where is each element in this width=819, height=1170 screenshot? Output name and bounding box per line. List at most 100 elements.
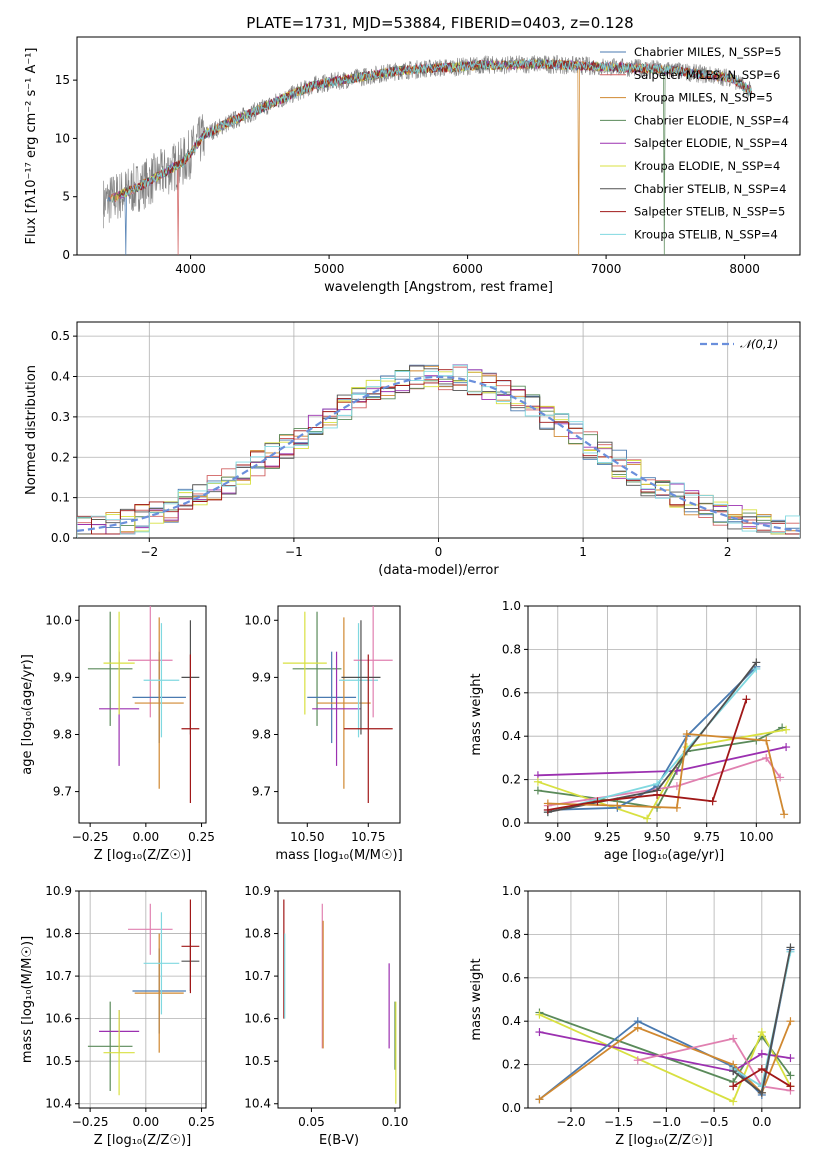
legend-label: Chabrier ELODIE, N_SSP=4 <box>634 113 789 127</box>
series-line <box>637 1037 791 1092</box>
series-line <box>547 733 785 815</box>
x-tick-label: 0.00 <box>132 830 159 844</box>
series-marker <box>729 1082 738 1091</box>
y-tick-label: 10 <box>55 131 70 145</box>
series-marker <box>729 1067 738 1076</box>
plot-area <box>87 606 200 804</box>
chart-age_vs_Z: −0.25 0.00 0.25 9.7 9.8 9.9 10.0 Z [log₁₀(Z/Z☉)… <box>20 605 215 863</box>
y-tick-label: 1.0 <box>502 884 521 898</box>
x-tick-label: 0 <box>435 545 443 559</box>
x-axis-label: Z [log₁₀(Z/Z☉)] <box>94 848 191 863</box>
chart-mass_weight_vs_age: 9.00 9.25 9.50 9.75 10.00 0.0 0.2 0.4 0.6 0.8 1.0 a… <box>469 599 801 863</box>
chart-age_vs_mass: 10.50 10.75 9.7 9.8 9.9 10.0 mass [log₁₀(M/M☉)… <box>244 605 403 863</box>
series-marker <box>786 1054 795 1063</box>
errorbar-point <box>181 899 200 994</box>
y-tick-label: 9.7 <box>53 785 72 799</box>
y-tick-label: 9.8 <box>53 727 72 741</box>
errorbar-point <box>87 611 133 726</box>
errorbar-point <box>87 1001 133 1091</box>
legend: Chabrier MILES, N_SSP=5 Salpeter MILES, N… <box>600 45 789 241</box>
series-marker <box>543 805 552 814</box>
errorbar-point <box>282 611 327 715</box>
x-axis-label: mass [log₁₀(M/M☉)] <box>275 848 402 863</box>
y-tick-label: 0.2 <box>51 450 70 464</box>
y-axis-label: mass weight <box>469 673 484 755</box>
x-tick-label: 10.75 <box>351 830 385 844</box>
x-tick-label: −2 <box>140 545 158 559</box>
y-tick-label: 1.0 <box>502 599 521 613</box>
y-axis-label: mass weight <box>469 958 484 1040</box>
errorbar-point <box>103 611 135 715</box>
y-tick-label: 15 <box>55 73 70 87</box>
x-tick-label: 0.25 <box>188 1115 215 1129</box>
histogram-series <box>77 364 800 538</box>
plot-area <box>103 54 752 255</box>
series-marker <box>762 736 771 745</box>
y-tick-label: 10.5 <box>244 1054 271 1068</box>
chart-mass_weight_vs_Z: −2.0 −1.5 −1.0 −0.5 0.0 0.0 0.2 0.4 0.6 0.8 1.0 Z [… <box>469 884 801 1148</box>
model-line <box>108 58 752 255</box>
legend-label: Salpeter ELODIE, N_SSP=4 <box>634 136 788 150</box>
plot-area <box>77 364 800 538</box>
x-tick-label: −0.25 <box>72 1115 109 1129</box>
legend-label: Kroupa ELODIE, N_SSP=4 <box>634 159 780 173</box>
series-marker <box>613 801 622 810</box>
y-tick-label: 0.6 <box>502 686 521 700</box>
series-marker <box>533 786 542 795</box>
series-marker <box>757 1064 766 1073</box>
errorbar-point <box>134 617 184 789</box>
plot-area <box>87 899 200 1096</box>
series-marker <box>708 797 717 806</box>
y-tick-label: 10.9 <box>244 884 271 898</box>
series-line <box>537 746 787 777</box>
y-tick-label: 10.6 <box>244 1012 271 1026</box>
errorbar-point <box>343 654 393 804</box>
x-tick-label: 9.75 <box>693 830 720 844</box>
x-tick-label: −1.5 <box>604 1115 633 1129</box>
legend-label: 𝒩(0,1) <box>740 337 778 351</box>
x-tick-label: 10.00 <box>739 830 773 844</box>
normal-curve <box>77 375 800 532</box>
axes-frame <box>78 890 207 1109</box>
plot-area <box>282 606 393 804</box>
chart-residuals: −2 −1 0 1 2 0.0 0.1 0.2 0.3 0.4 0.5 (data-model)/er… <box>24 321 801 578</box>
y-tick-label: 10.4 <box>45 1097 72 1111</box>
series-marker <box>729 1097 738 1106</box>
errorbar-point <box>128 903 173 955</box>
y-tick-label: 10.6 <box>45 1012 72 1026</box>
axes-frame <box>76 36 801 256</box>
y-tick-label: 10.4 <box>244 1097 271 1111</box>
model-line <box>120 58 752 198</box>
chart-mass_vs_ebv: 0.05 0.10 10.4 10.5 10.6 10.7 10.8 10.9 E(B-V) <box>244 884 408 1148</box>
series-marker <box>757 1049 766 1058</box>
x-tick-label: −1.0 <box>652 1115 681 1129</box>
x-tick-label: 0.00 <box>132 1115 159 1129</box>
y-tick-label: 0.0 <box>51 531 70 545</box>
y-axis-label: Normed distribution <box>24 365 39 495</box>
series-marker <box>533 777 542 786</box>
y-tick-label: 10.8 <box>244 927 271 941</box>
chart-title: PLATE=1731, MJD=53884, FIBERID=0403, z=0… <box>246 14 633 32</box>
x-axis-label: (data-model)/error <box>378 563 499 578</box>
y-tick-label: 9.9 <box>252 670 271 684</box>
x-tick-label: 1 <box>579 545 587 559</box>
errorbar-point <box>134 933 184 1053</box>
x-tick-label: 9.00 <box>544 830 571 844</box>
series-marker <box>782 725 791 734</box>
y-tick-label: 9.8 <box>252 727 271 741</box>
x-tick-label: −0.5 <box>700 1115 729 1129</box>
x-axis-label: E(B-V) <box>319 1133 359 1148</box>
series-marker <box>762 753 771 762</box>
series-marker <box>757 1028 766 1037</box>
x-tick-label: 10.50 <box>290 830 324 844</box>
errorbar-point <box>292 611 342 726</box>
series-marker <box>682 730 691 739</box>
series-marker <box>780 810 789 819</box>
plot-area <box>533 658 791 823</box>
series-marker <box>535 1095 544 1104</box>
y-tick-label: 0 <box>62 248 70 262</box>
errorbar-point <box>103 1010 135 1096</box>
series-line <box>537 726 783 809</box>
series-marker <box>643 814 652 823</box>
